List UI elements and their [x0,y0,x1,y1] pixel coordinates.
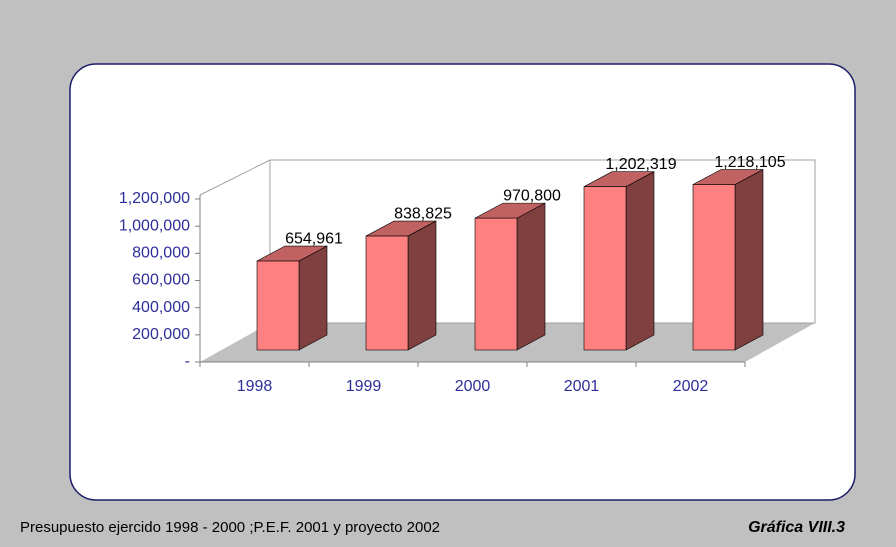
value-label: 838,825 [394,205,452,222]
bar [256,260,300,351]
x-tick-label: 1998 [237,378,273,395]
bar [583,186,627,351]
y-tick-label: 1,200,000 [119,190,190,207]
bar [474,217,518,351]
y-tick-label: - [185,353,190,370]
y-tick-label: 200,000 [132,326,190,343]
value-label: 1,218,105 [714,154,785,171]
value-label: 1,202,319 [605,156,676,173]
bar-side [734,169,764,351]
y-tick-label: 400,000 [132,299,190,316]
bar-side [407,220,437,351]
x-tick-label: 2000 [455,378,491,395]
x-tick-label: 2002 [673,378,709,395]
chart-panel [69,63,856,501]
value-label: 970,800 [503,187,561,204]
bar-side [625,171,655,351]
x-tick-label: 1999 [346,378,382,395]
figure-label: Gráfica VIII.3 [748,519,845,536]
bar-side [298,245,328,351]
side-wall-edge [199,159,271,196]
y-tick-label: 600,000 [132,272,190,289]
footnote: Presupuesto ejercido 1998 - 2000 ;P.E.F.… [20,519,440,536]
bar [365,235,409,351]
y-tick-label: 1,000,000 [119,217,190,234]
bar [692,184,736,351]
bar-side [516,202,546,351]
x-tick-label: 2001 [564,378,600,395]
value-label: 654,961 [285,230,343,247]
y-tick-label: 800,000 [132,245,190,262]
